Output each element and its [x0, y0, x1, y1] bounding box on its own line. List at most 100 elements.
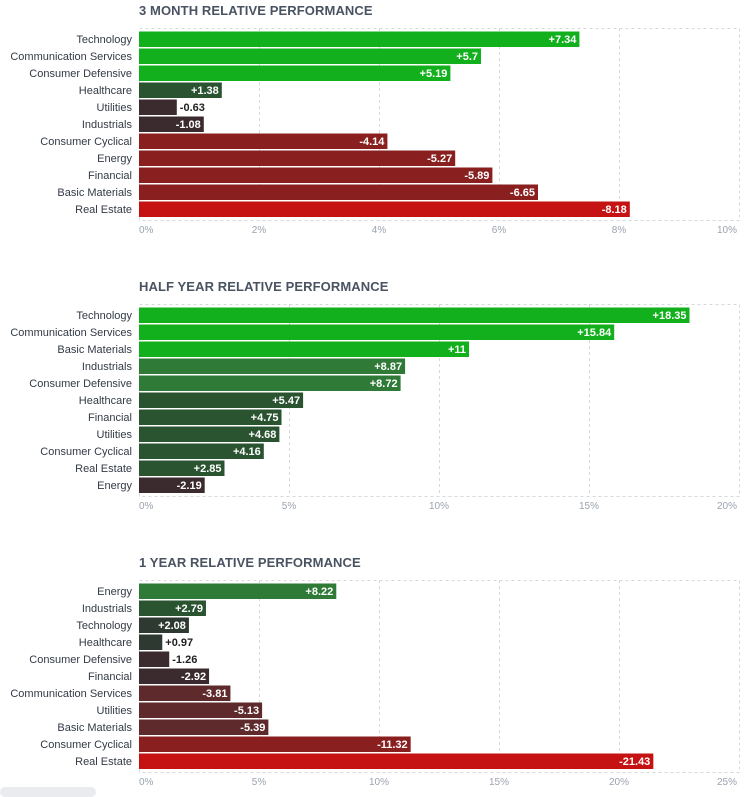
- chart-2-value-label: -2.92: [181, 671, 206, 683]
- chart-1-category-label: Financial: [88, 412, 132, 424]
- chart-0-tick-label: 0%: [139, 225, 154, 236]
- chart-0-tick-label: 6%: [492, 225, 507, 236]
- chart-2-value-label: -11.32: [377, 739, 408, 751]
- chart-0-tick-label: 10%: [717, 225, 737, 236]
- chart-0-value-label: +5.7: [456, 51, 478, 63]
- chart-0-category-label: Consumer Defensive: [29, 68, 132, 80]
- chart-2-value-label: -5.13: [234, 705, 259, 717]
- chart-0-category-label: Consumer Cyclical: [40, 136, 132, 148]
- chart-0-category-label: Industrials: [82, 119, 133, 131]
- chart-1-category-label: Basic Materials: [57, 344, 132, 356]
- chart-2-category-label: Real Estate: [75, 756, 132, 768]
- chart-2-category-label: Communication Services: [10, 688, 132, 700]
- chart-1-value-label: +4.68: [249, 429, 277, 441]
- chart-1-value-label: +4.16: [233, 446, 261, 458]
- chart-1-category-label: Real Estate: [75, 463, 132, 475]
- chart-1-category-label: Consumer Defensive: [29, 378, 132, 390]
- chart-1-value-label: +5.47: [272, 395, 300, 407]
- chart-2-bar: [139, 753, 654, 769]
- chart-half-year-svg: 0% 5% 10% 15% 20% Technology +18.35 Communicati…: [10, 304, 740, 512]
- chart-3-month-svg: 0% 2% 4% 6% 8% 10% Technology +7.34 Communicatio…: [10, 28, 740, 236]
- chart-0-category-label: Utilities: [97, 102, 133, 114]
- chart-0-value-label: -0.63: [180, 102, 205, 114]
- chart-0-value-label: -6.65: [510, 187, 535, 199]
- chart-1-value-label: +8.87: [374, 361, 402, 373]
- chart-1-year-svg: 0% 5% 10% 15% 20% 25% Energy +8.22 Industrials +2…: [10, 580, 740, 788]
- chart-2-tick-label: 10%: [369, 777, 389, 788]
- chart-2-category-label: Basic Materials: [57, 722, 132, 734]
- chart-1-category-label: Healthcare: [79, 395, 132, 407]
- chart-0-category-label: Healthcare: [79, 85, 132, 97]
- chart-0-bar: [139, 201, 630, 217]
- chart-2-category-label: Healthcare: [79, 637, 132, 649]
- chart-2-value-label: +2.08: [158, 620, 186, 632]
- chart-1-value-label: +2.85: [194, 463, 222, 475]
- chart-1-bar: [139, 426, 280, 442]
- chart-0-bar: [139, 116, 204, 132]
- chart-1-value-label: +11: [448, 344, 466, 356]
- chart-2-bar: [139, 668, 210, 684]
- chart-1-bar: [139, 460, 225, 476]
- chart-0-value-label: +7.34: [549, 34, 578, 46]
- chart-2-bar: [139, 634, 163, 650]
- chart-2-category-label: Technology: [76, 620, 132, 632]
- chart-1-category-label: Energy: [97, 480, 132, 492]
- chart-0-value-label: -8.18: [602, 204, 627, 216]
- chart-0-bar: [139, 167, 493, 183]
- chart-2-value-label: +0.97: [165, 637, 193, 649]
- chart-1-category-label: Communication Services: [10, 327, 132, 339]
- chart-1-bar: [139, 375, 401, 391]
- chart-0-bar: [139, 65, 451, 81]
- chart-1-value-label: +18.35: [653, 310, 687, 322]
- chart-1-bar: [139, 392, 304, 408]
- chart-title: 1 YEAR RELATIVE PERFORMANCE: [139, 555, 361, 570]
- chart-2-category-label: Financial: [88, 671, 132, 683]
- chart-2-bar: [139, 651, 170, 667]
- chart-1-tick-label: 15%: [579, 501, 599, 512]
- chart-0-category-label: Technology: [76, 34, 132, 46]
- chart-2-bar: [139, 617, 189, 633]
- chart-0-value-label: +1.38: [191, 85, 219, 97]
- chart-0-category-label: Communication Services: [10, 51, 132, 63]
- chart-0-bar: [139, 150, 456, 166]
- chart-title: 3 MONTH RELATIVE PERFORMANCE: [139, 3, 373, 18]
- chart-1-tick-label: 10%: [429, 501, 449, 512]
- chart-0-value-label: -5.27: [427, 153, 452, 165]
- chart-1-category-label: Technology: [76, 310, 132, 322]
- chart-2-value-label: -5.39: [240, 722, 265, 734]
- chart-0-value-label: -4.14: [359, 136, 385, 148]
- chart-2-bar: [139, 719, 269, 735]
- chart-0-tick-label: 8%: [612, 225, 627, 236]
- chart-2-value-label: +2.79: [175, 603, 203, 615]
- chart-0-bar: [139, 48, 481, 64]
- horizontal-scrollbar[interactable]: [0, 787, 96, 797]
- chart-2-value-label: -3.81: [202, 688, 227, 700]
- chart-1-year: 1 YEAR RELATIVE PERFORMANCE 0% 5% 10% 15% 20…: [0, 555, 756, 795]
- chart-1-bar: [139, 307, 690, 323]
- chart-0-category-label: Basic Materials: [57, 187, 132, 199]
- chart-2-category-label: Utilities: [97, 705, 133, 717]
- chart-2-category-label: Industrials: [82, 603, 133, 615]
- chart-title: HALF YEAR RELATIVE PERFORMANCE: [139, 279, 389, 294]
- chart-1-bar: [139, 443, 264, 459]
- chart-2-category-label: Energy: [97, 586, 132, 598]
- chart-0-category-label: Energy: [97, 153, 132, 165]
- chart-3-month: 3 MONTH RELATIVE PERFORMANCE 0% 2% 4% 6% 8% 1…: [0, 3, 756, 243]
- chart-1-tick-label: 5%: [282, 501, 297, 512]
- chart-2-bar: [139, 600, 206, 616]
- chart-2-tick-label: 5%: [252, 777, 267, 788]
- chart-0-bar: [139, 133, 388, 149]
- chart-1-bar: [139, 409, 282, 425]
- chart-1-bar: [139, 358, 406, 374]
- chart-1-tick-label: 0%: [139, 501, 154, 512]
- chart-0-value-label: -1.08: [176, 119, 201, 131]
- chart-0-tick-label: 4%: [372, 225, 387, 236]
- chart-1-bar: [139, 477, 205, 493]
- chart-2-category-label: Consumer Cyclical: [40, 739, 132, 751]
- chart-1-category-label: Utilities: [97, 429, 133, 441]
- chart-1-category-label: Consumer Cyclical: [40, 446, 132, 458]
- chart-0-bar: [139, 31, 580, 47]
- chart-0-bar: [139, 82, 222, 98]
- chart-2-tick-label: 20%: [609, 777, 629, 788]
- chart-1-category-label: Industrials: [82, 361, 133, 373]
